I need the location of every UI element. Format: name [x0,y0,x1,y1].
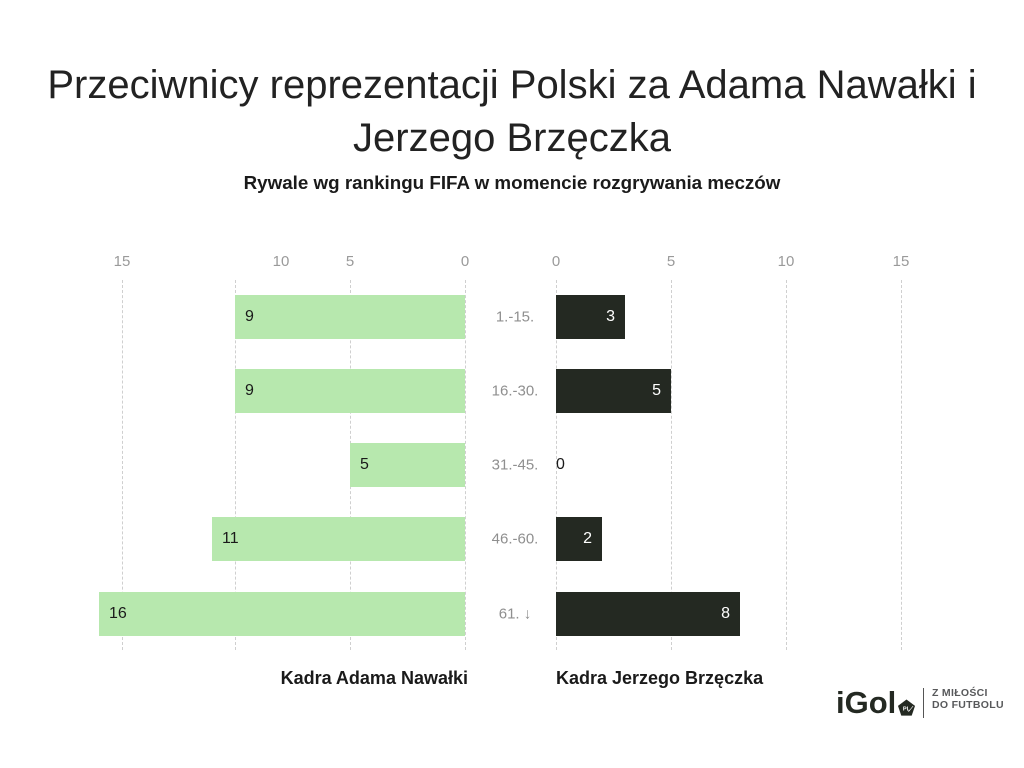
svg-text:PL: PL [903,706,911,712]
